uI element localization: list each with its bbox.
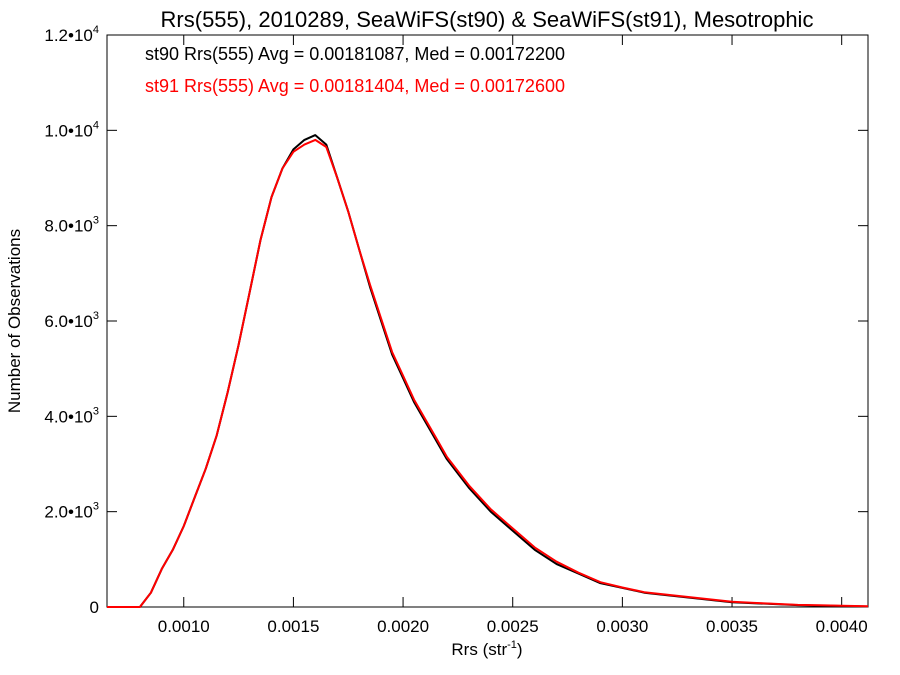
x-axis-label: Rrs (str-1) [451, 639, 522, 659]
y-tick-label: 4.0•103 [44, 405, 99, 426]
x-tick-label: 0.0030 [596, 617, 648, 636]
x-axis: 0.0010 0.0015 0.0020 0.0025 0.0030 0.0035 0.00… [158, 35, 868, 636]
x-tick-label: 0.0010 [158, 617, 210, 636]
x-tick-label: 0.0020 [377, 617, 429, 636]
y-tick-label: 2.0•103 [44, 501, 99, 522]
series-line-st90 [107, 134, 869, 608]
legend-label-st90: st90 Rrs(555) Avg = 0.00181087, Med = 0.… [145, 44, 565, 64]
series-line-st91 [107, 138, 869, 608]
plot-frame [106, 34, 869, 608]
y-tick-label: 8.0•103 [44, 215, 99, 236]
x-tick-label: 0.0040 [816, 617, 868, 636]
y-tick-label: 0 [90, 598, 99, 617]
y-tick-label: 6.0•103 [44, 310, 99, 331]
chart-title: Rrs(555), 2010289, SeaWiFS(st90) & SeaWi… [161, 7, 814, 32]
x-tick-label: 0.0035 [706, 617, 758, 636]
x-tick-label: 0.0015 [267, 617, 319, 636]
y-tick-label: 1.0•104 [44, 119, 99, 140]
legend-label-st91: st91 Rrs(555) Avg = 0.00181404, Med = 0.… [145, 76, 565, 96]
y-tick-label: 1.2•104 [44, 24, 99, 45]
series-layer [107, 134, 869, 608]
x-tick-label: 0.0025 [487, 617, 539, 636]
y-axis-label: Number of Observations [5, 229, 24, 413]
y-axis: 0 2.0•103 4.0•103 6.0•103 8.0•103 1.0•104 1.2•… [44, 24, 868, 617]
